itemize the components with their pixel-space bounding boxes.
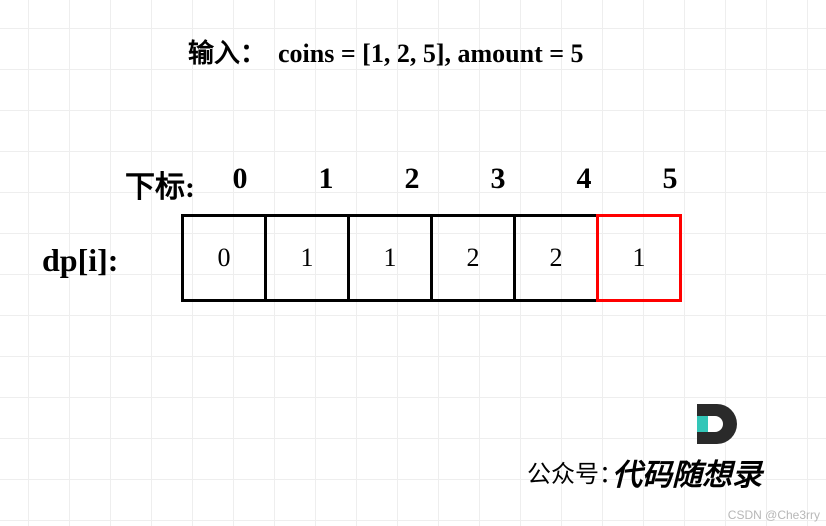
diagram: 输入： coins = [1, 2, 5], amount = 5 下标: 01…: [0, 0, 826, 526]
index-value: 1: [283, 162, 369, 196]
index-value: 0: [197, 162, 283, 196]
index-value: 3: [455, 162, 541, 196]
dp-cell-highlight: 1: [596, 214, 682, 302]
dp-cell: 2: [430, 214, 516, 302]
input-label: 输入：: [188, 39, 266, 68]
watermark: CSDN @Che3rry: [728, 508, 820, 522]
index-value: 5: [627, 162, 713, 196]
index-values: 012345: [197, 162, 713, 196]
footer-label: 公众号：: [527, 454, 623, 489]
dp-cell: 2: [513, 214, 599, 302]
index-value: 2: [369, 162, 455, 196]
input-line: 输入： coins = [1, 2, 5], amount = 5: [188, 33, 584, 70]
index-value: 4: [541, 162, 627, 196]
logo-d-icon: [691, 400, 739, 448]
dp-label: dp[i]:: [42, 242, 118, 279]
dp-cell: 1: [347, 214, 433, 302]
index-label: 下标:: [125, 162, 195, 206]
dp-cell: 1: [264, 214, 350, 302]
index-row: 下标: 012345: [125, 162, 195, 206]
dp-cell: 0: [181, 214, 267, 302]
input-expression: coins = [1, 2, 5], amount = 5: [278, 39, 584, 68]
dp-cells: 011221: [181, 214, 682, 302]
footer-script: 代码随想录: [612, 450, 762, 494]
